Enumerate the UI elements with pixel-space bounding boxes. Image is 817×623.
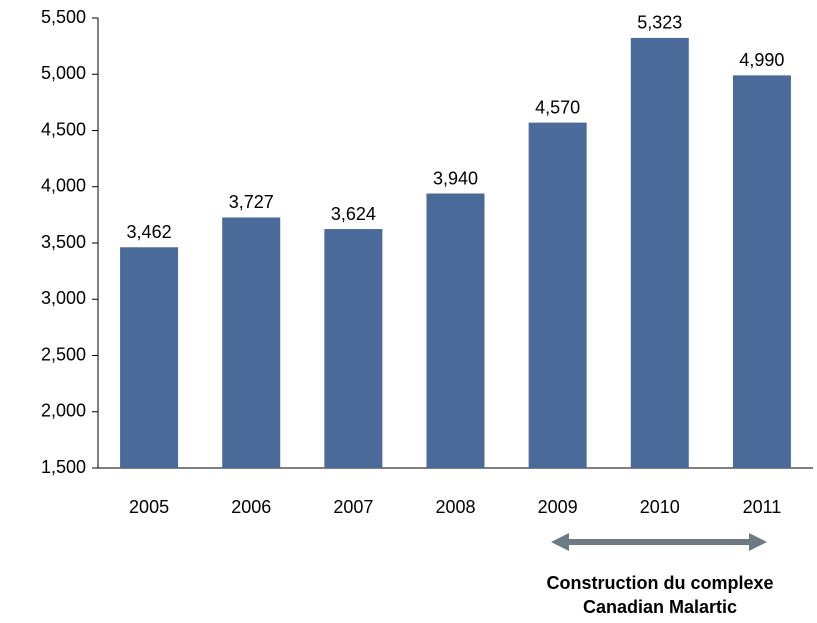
value-label: 3,727 — [229, 192, 274, 212]
annotation: Construction du complexe — [546, 573, 773, 593]
value-label: 4,570 — [535, 97, 580, 117]
y-tick-label: 3,000 — [41, 288, 86, 308]
y-tick-label: 2,500 — [41, 344, 86, 364]
value-label: 5,323 — [637, 13, 682, 33]
value-label: 3,624 — [331, 204, 376, 224]
y-tick-label: 5,000 — [41, 63, 86, 83]
annotation: Canadian Malartic — [583, 597, 737, 617]
value-label: 4,990 — [739, 50, 784, 70]
value-label: 3,462 — [127, 222, 172, 242]
x-tick-label: 2011 — [743, 497, 782, 517]
bar — [528, 122, 587, 468]
bar — [630, 37, 689, 468]
y-tick-label: 5,500 — [41, 7, 86, 27]
y-tick-label: 4,500 — [41, 119, 86, 139]
y-tick-label: 1,500 — [41, 457, 86, 477]
y-tick-label: 2,000 — [41, 401, 86, 421]
bar — [324, 229, 383, 468]
value-label: 3,940 — [433, 168, 478, 188]
x-tick-label: 2008 — [435, 497, 475, 517]
bar — [120, 247, 179, 468]
y-tick-label: 3,500 — [41, 232, 86, 252]
x-tick-label: 2005 — [129, 497, 169, 517]
bar — [222, 217, 281, 468]
x-tick-label: 2006 — [231, 497, 271, 517]
x-tick-label: 2010 — [640, 497, 680, 517]
x-tick-label: 2009 — [538, 497, 578, 517]
x-tick-label: 2007 — [333, 497, 373, 517]
y-tick-label: 4,000 — [41, 176, 86, 196]
bar — [732, 75, 791, 468]
bar — [426, 193, 485, 468]
